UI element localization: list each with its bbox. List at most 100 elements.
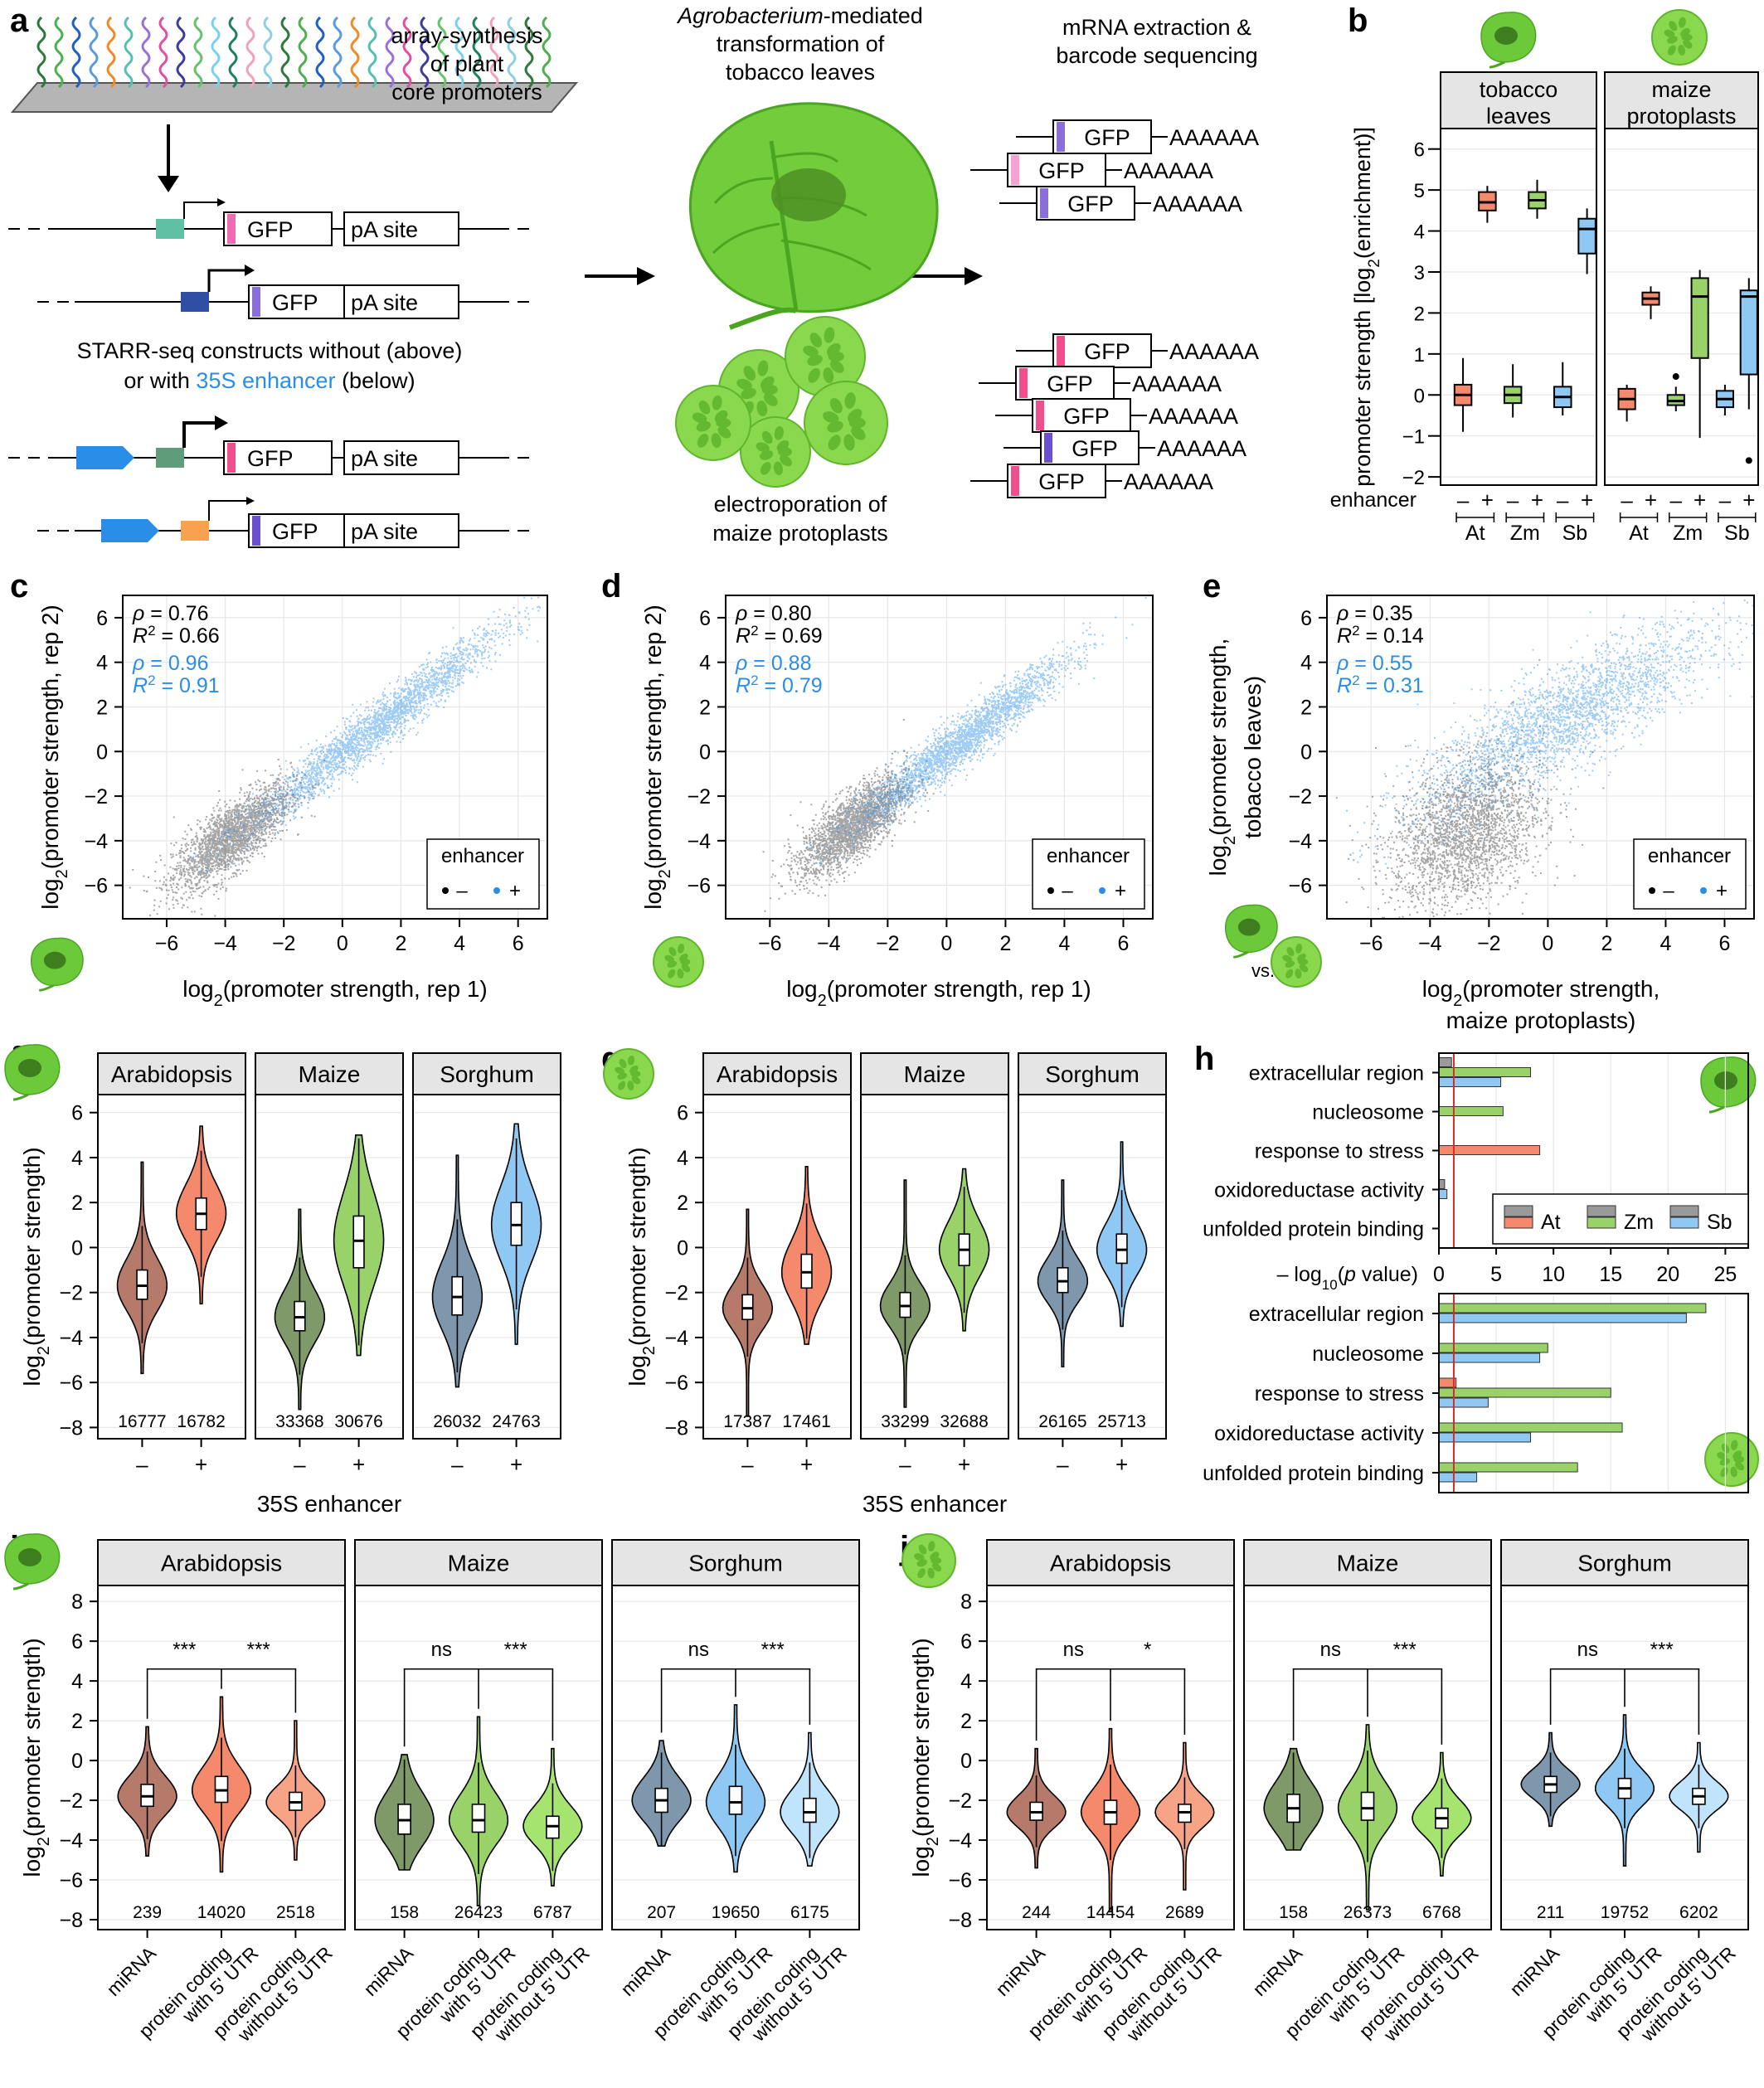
- tobacco-leaf-icon: [30, 937, 84, 992]
- ylabel: log2(promoter strength): [19, 1147, 53, 1386]
- enhancer-sign: +: [195, 1452, 207, 1477]
- electro-label-1: electroporation of: [714, 492, 887, 517]
- n-count-label: 26032: [433, 1412, 481, 1431]
- n-count-label: 17387: [723, 1412, 771, 1431]
- b-outlier: [1672, 373, 1679, 381]
- x-tick-label: 4: [1660, 932, 1671, 955]
- n-count-label: 14020: [197, 1903, 245, 1922]
- oligo-strand: [333, 16, 343, 89]
- sig-label: *: [1144, 1639, 1151, 1661]
- enhancer-block: [76, 446, 134, 469]
- mrna-gfp-label: GFP: [1084, 125, 1130, 150]
- x-tick-label: 25: [1713, 1263, 1737, 1286]
- go-term-label: extracellular region: [1249, 1303, 1424, 1326]
- y-tick-label: −4: [948, 1829, 972, 1852]
- chloroplast: [1299, 964, 1309, 973]
- chloroplast: [717, 425, 731, 439]
- xlabel: 35S enhancer: [257, 1491, 401, 1517]
- ylabel: log2(promoter strength): [908, 1638, 942, 1877]
- mrna-barcode: [1044, 433, 1052, 463]
- x-tick-label: 4: [1058, 932, 1070, 955]
- panel-label-b: b: [1348, 2, 1368, 39]
- r2-blue: R2 = 0.79: [736, 673, 823, 698]
- y-tick-label: −6: [59, 1372, 83, 1395]
- maize-protoplast-icon: [675, 385, 751, 461]
- y-tick-label: 6: [960, 1630, 972, 1653]
- leaf-spot: [18, 1059, 41, 1077]
- chloroplast: [697, 434, 709, 448]
- chloroplast: [761, 430, 773, 444]
- go-term-label: extracellular region: [1249, 1062, 1424, 1085]
- chloroplast: [1667, 36, 1678, 44]
- maize-protoplast-icon: [785, 316, 866, 397]
- n-count-label: 19752: [1601, 1903, 1649, 1922]
- leaf-stem: [1233, 951, 1248, 959]
- pa-site-label: pA site: [351, 519, 418, 544]
- legend-swatch-plus: [1669, 1216, 1699, 1229]
- chloroplast: [736, 378, 752, 391]
- tobacco-leaf-icon: [4, 1044, 61, 1101]
- rho-black: ρ = 0.80: [735, 602, 811, 625]
- y-tick-label: −8: [948, 1909, 972, 1932]
- maize-protoplast-icon: [1651, 9, 1708, 66]
- y-tick-label: −2: [948, 1789, 972, 1813]
- facet-frame: [1018, 1094, 1167, 1440]
- chloroplast: [928, 1541, 935, 1552]
- chloroplast: [619, 1058, 627, 1069]
- facet-frame: [97, 1585, 346, 1930]
- b-strip-label: leaves: [1486, 104, 1551, 129]
- facet-strip: [354, 1539, 603, 1586]
- scatter-points: [129, 595, 547, 917]
- e-ylabel-2: tobacco leaves): [1240, 676, 1266, 838]
- facet-strip-label: Maize: [1337, 1551, 1399, 1576]
- mrna-gfp-label: GFP: [1047, 371, 1093, 396]
- n-count-label: 6787: [533, 1903, 572, 1922]
- chloroplast: [615, 1066, 624, 1075]
- chloroplast: [760, 449, 774, 460]
- pa-site-label: pA site: [351, 446, 418, 471]
- chloroplast: [824, 327, 835, 343]
- facet-strip-label: Sorghum: [1045, 1061, 1140, 1087]
- b-outlier: [1745, 457, 1752, 464]
- y-tick-label: 0: [71, 1750, 83, 1773]
- leaf-spot: [1494, 27, 1518, 45]
- points-enhancer-plus: [806, 597, 1147, 865]
- b-species-label: At: [1465, 522, 1485, 545]
- scatter-points: [1335, 600, 1754, 919]
- oligo-strand: [211, 16, 221, 89]
- chloroplast: [763, 393, 778, 406]
- chloroplast: [780, 454, 792, 467]
- y-tick-label: 0: [1300, 741, 1312, 764]
- facet-frame: [702, 1094, 852, 1440]
- legend-title: enhancer: [1047, 845, 1130, 867]
- n-count-label: 33299: [881, 1412, 929, 1431]
- chloroplast: [631, 1076, 641, 1085]
- facet-strip: [986, 1539, 1235, 1586]
- chloroplast: [1285, 969, 1294, 978]
- b-enhancer-sign: –: [1719, 488, 1732, 512]
- chloroplast: [628, 1055, 635, 1066]
- maize-protoplast-icon: [1704, 1432, 1759, 1487]
- mrna-barcode: [1011, 466, 1019, 496]
- y-tick-label: 6: [1300, 607, 1312, 630]
- b-ylabel: promoter strength [log2(enrichment)]: [1350, 127, 1383, 487]
- legend-swatch-plus: [1504, 1216, 1533, 1229]
- chloroplast: [916, 1559, 927, 1567]
- go-bar: [1438, 1303, 1707, 1313]
- leaf-stem: [12, 1582, 29, 1590]
- x-tick-label: 2: [1601, 932, 1612, 955]
- maize-protoplast-icon: [901, 1533, 956, 1588]
- facet-frame: [412, 1094, 561, 1440]
- oligo-strand: [89, 16, 99, 89]
- enhancer-sign: –: [899, 1452, 911, 1477]
- oligo-strand: [245, 16, 255, 89]
- scatter-frame: [725, 595, 1154, 920]
- panel-label-d: d: [601, 568, 621, 605]
- facet-frame: [1243, 1585, 1492, 1930]
- sig-label: ns: [688, 1639, 709, 1661]
- facet-strip-label: Maize: [299, 1061, 361, 1087]
- go-bar: [1438, 1057, 1452, 1067]
- mrna-gfp-box: [1036, 186, 1135, 221]
